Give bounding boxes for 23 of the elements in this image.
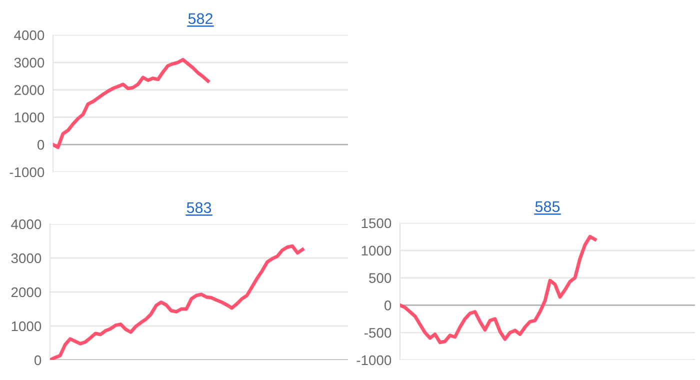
y-tick-label: -1000 [10,167,44,178]
y-tick-label: -1000 [356,355,392,366]
y-tick-label: 1000 [14,112,44,122]
y-tick-label: -500 [364,328,392,338]
y-tick-label: 0 [34,355,42,366]
chart-title: 585 [535,201,560,212]
y-tick-label: 4000 [11,219,42,230]
y-tick-label: 2000 [14,85,44,95]
y-tick-label: 3000 [11,253,42,264]
y-tick-label: 0 [384,300,392,310]
y-tick-label: 3000 [14,58,44,68]
y-tick-label: 4000 [14,30,44,40]
line-series [400,234,597,344]
y-tick-label: 1500 [362,218,392,228]
y-tick-label: 500 [369,273,392,283]
y-tick-label: 1000 [362,246,392,256]
y-tick-label: 1000 [12,321,42,332]
y-tick-label: 2000 [11,287,42,298]
chart-title: 583 [186,202,212,214]
line-series [53,58,210,150]
y-tick-label: 0 [37,140,44,150]
line-series [50,244,304,360]
chart-title: 582 [188,13,212,24]
